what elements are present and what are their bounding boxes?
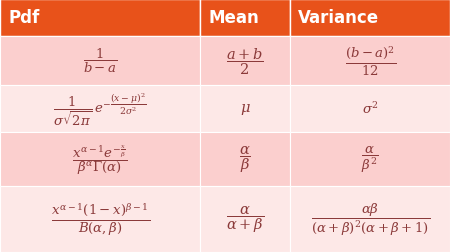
- Bar: [0, 86, 200, 132]
- Text: Variance: Variance: [298, 9, 379, 27]
- Text: $\dfrac{\alpha}{\alpha+\beta}$: $\dfrac{\alpha}{\alpha+\beta}$: [226, 204, 264, 234]
- Text: $\dfrac{a+b}{2}$: $\dfrac{a+b}{2}$: [226, 46, 264, 76]
- Text: $\dfrac{\alpha\beta}{(\alpha+\beta)^2(\alpha+\beta+1)}$: $\dfrac{\alpha\beta}{(\alpha+\beta)^2(\a…: [310, 201, 430, 237]
- Bar: [0, 37, 200, 86]
- Text: $\mu$: $\mu$: [240, 102, 251, 116]
- Text: $\dfrac{\alpha}{\beta^2}$: $\dfrac{\alpha}{\beta^2}$: [361, 144, 379, 174]
- Text: $\dfrac{x^{\alpha-1}e^{-\frac{x}{\beta}}}{\beta^{\alpha}\Gamma(\alpha)}$: $\dfrac{x^{\alpha-1}e^{-\frac{x}{\beta}}…: [72, 143, 128, 176]
- Bar: [200, 186, 290, 252]
- Bar: [290, 86, 450, 132]
- Bar: [0, 132, 200, 186]
- Bar: [290, 0, 450, 37]
- Bar: [200, 37, 290, 86]
- Text: Mean: Mean: [208, 9, 259, 27]
- Text: $\dfrac{1}{\sigma\sqrt{2\pi}}\,e^{-\dfrac{(x-\mu)^2}{2\sigma^2}}$: $\dfrac{1}{\sigma\sqrt{2\pi}}\,e^{-\dfra…: [54, 91, 147, 127]
- Bar: [290, 37, 450, 86]
- Text: Pdf: Pdf: [8, 9, 39, 27]
- Bar: [200, 86, 290, 132]
- Text: $\sigma^2$: $\sigma^2$: [362, 101, 378, 117]
- Bar: [0, 0, 200, 37]
- Bar: [0, 186, 200, 252]
- Text: $\dfrac{x^{\alpha-1}(1-x)^{\beta-1}}{B(\alpha,\beta)}$: $\dfrac{x^{\alpha-1}(1-x)^{\beta-1}}{B(\…: [50, 201, 150, 237]
- Bar: [200, 0, 290, 37]
- Text: $\dfrac{(b-a)^2}{12}$: $\dfrac{(b-a)^2}{12}$: [345, 45, 396, 78]
- Bar: [200, 132, 290, 186]
- Text: $\dfrac{\alpha}{\beta}$: $\dfrac{\alpha}{\beta}$: [239, 144, 251, 175]
- Bar: [290, 132, 450, 186]
- Text: $\dfrac{1}{b-a}$: $\dfrac{1}{b-a}$: [83, 47, 117, 75]
- Bar: [290, 186, 450, 252]
